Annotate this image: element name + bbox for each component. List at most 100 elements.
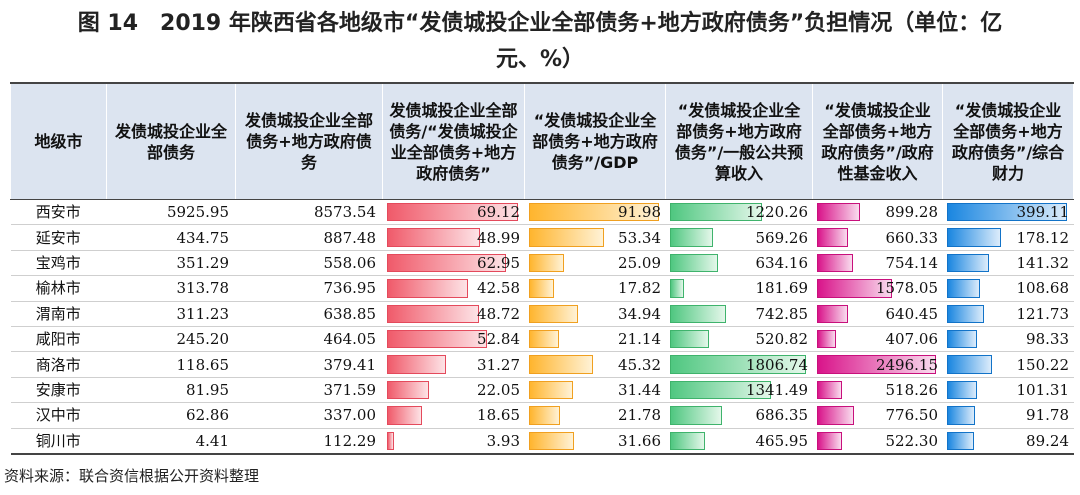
title-line-1: 图 14 2019 年陕西省各地级市“发债城投企业全部债务+地方政府债务”负担情… — [77, 11, 1003, 36]
header-gdp-ratio: “发债城投企业全部债务+地方政府债务”/GDP — [524, 82, 666, 200]
cell-fund-ratio: 1578.05 — [812, 275, 943, 302]
cell-value: 3.93 — [486, 431, 520, 450]
cell-value: 21.78 — [618, 406, 661, 425]
cell-share: 69.12 — [382, 199, 525, 226]
cell-total-debt: 112.29 — [235, 428, 383, 455]
cell-value: 101.31 — [1016, 380, 1070, 399]
table-row: 渭南市 311.23 638.85 48.72 34.94 742.85 640.45 121… — [10, 301, 1074, 327]
table-row: 咸阳市 245.20 464.05 52.84 21.14 520.82 407.06 98.… — [10, 326, 1074, 353]
cell-fiscal-ratio: 89.24 — [942, 428, 1074, 455]
cell-fund-ratio: 522.30 — [812, 428, 943, 455]
cell-fiscal-ratio: 108.68 — [942, 275, 1074, 302]
data-bar — [529, 380, 574, 400]
cell-fund-ratio: 407.06 — [812, 326, 943, 353]
data-bar — [670, 279, 684, 298]
cell-value: 48.99 — [477, 228, 520, 247]
cell-budget-ratio: 686.35 — [665, 402, 813, 429]
data-bar — [670, 380, 771, 400]
cell-value: 17.82 — [618, 279, 661, 298]
cell-fund-ratio: 518.26 — [812, 377, 943, 404]
data-bar — [387, 406, 423, 425]
cell-budget-ratio: 1806.74 — [665, 351, 813, 378]
header-share: 发债城投企业全部债务/“发债城投企业全部债务+地方政府债务” — [382, 82, 525, 200]
cell-value: 520.82 — [755, 330, 809, 349]
table-row: 商洛市 118.65 379.41 31.27 45.32 1806.74 2496.15 1… — [10, 351, 1074, 378]
data-bar — [947, 228, 1001, 247]
cell-total-debt: 371.59 — [235, 377, 383, 404]
cell-total-debt: 8573.54 — [235, 199, 383, 226]
data-bar — [529, 329, 559, 349]
cell-fund-ratio: 899.28 — [812, 199, 943, 226]
data-bar — [529, 406, 560, 425]
data-bar — [947, 279, 980, 298]
data-bar — [817, 304, 848, 323]
cell-fiscal-ratio: 101.31 — [942, 377, 1074, 404]
data-bar — [387, 304, 480, 323]
cell-value: 25.09 — [618, 253, 661, 272]
cell-value: 150.22 — [1016, 355, 1070, 374]
data-bar — [670, 431, 706, 450]
cell-chengtou-debt: 118.65 — [106, 351, 236, 378]
cell-value: 1220.26 — [745, 203, 808, 222]
cell-city: 榆林市 — [10, 275, 107, 302]
data-bar — [947, 355, 993, 374]
header-chengtou-debt: 发债城投企业全部债务 — [106, 82, 236, 200]
cell-total-debt: 379.41 — [235, 351, 383, 378]
data-bar — [670, 228, 713, 247]
cell-value: 407.06 — [885, 330, 939, 349]
cell-value: 569.26 — [755, 228, 809, 247]
cell-total-debt: 464.05 — [235, 326, 383, 353]
cell-value: 48.72 — [477, 304, 520, 323]
cell-value: 91.78 — [1026, 406, 1069, 425]
cell-share: 42.58 — [382, 275, 525, 302]
data-bar — [817, 203, 860, 222]
cell-fiscal-ratio: 98.33 — [942, 326, 1074, 353]
title-line-2: 元、%） — [495, 47, 585, 72]
data-bar — [387, 431, 395, 450]
data-bar — [817, 228, 849, 247]
data-bar — [529, 228, 605, 247]
cell-share: 18.65 — [382, 402, 525, 429]
data-bar — [670, 329, 710, 349]
cell-value: 62.95 — [477, 253, 520, 272]
cell-fiscal-ratio: 178.12 — [942, 224, 1074, 251]
cell-budget-ratio: 520.82 — [665, 326, 813, 353]
data-bar — [529, 355, 594, 374]
cell-fund-ratio: 640.45 — [812, 301, 943, 327]
cell-value: 18.65 — [477, 406, 520, 425]
cell-value: 121.73 — [1016, 304, 1070, 323]
cell-value: 31.44 — [618, 380, 661, 399]
cell-budget-ratio: 1341.49 — [665, 377, 813, 404]
cell-value: 98.33 — [1026, 330, 1069, 349]
data-bar — [947, 253, 990, 273]
data-bar — [670, 355, 806, 374]
header-total-debt: 发债城投企业全部债务+地方政府债务 — [235, 82, 383, 200]
cell-total-debt: 337.00 — [235, 402, 383, 429]
cell-value: 660.33 — [885, 228, 939, 247]
table-row: 安康市 81.95 371.59 22.05 31.44 1341.49 518.26 101… — [10, 377, 1074, 404]
cell-value: 634.16 — [755, 253, 809, 272]
cell-fiscal-ratio: 150.22 — [942, 351, 1074, 378]
data-bar — [817, 279, 893, 298]
cell-value: 31.66 — [618, 431, 661, 450]
cell-gdp-ratio: 45.32 — [524, 351, 666, 378]
cell-value: 686.35 — [755, 406, 809, 425]
cell-chengtou-debt: 351.29 — [106, 250, 236, 277]
cell-budget-ratio: 181.69 — [665, 275, 813, 302]
data-bar — [817, 355, 936, 374]
data-bar — [387, 228, 480, 247]
cell-city: 西安市 — [10, 199, 107, 226]
cell-share: 31.27 — [382, 351, 525, 378]
cell-gdp-ratio: 53.34 — [524, 224, 666, 251]
cell-value: 776.50 — [885, 406, 939, 425]
data-bar — [947, 406, 975, 425]
cell-chengtou-debt: 62.86 — [106, 402, 236, 429]
data-bar — [529, 431, 574, 450]
header-fund-ratio: “发债城投企业全部债务+地方政府债务”/政府性基金收入 — [812, 82, 943, 200]
cell-city: 汉中市 — [10, 402, 107, 429]
cell-chengtou-debt: 311.23 — [106, 301, 236, 327]
table-row: 宝鸡市 351.29 558.06 62.95 25.09 634.16 754.14 141… — [10, 250, 1074, 277]
cell-value: 91.98 — [618, 203, 661, 222]
cell-fiscal-ratio: 399.11 — [942, 199, 1074, 226]
